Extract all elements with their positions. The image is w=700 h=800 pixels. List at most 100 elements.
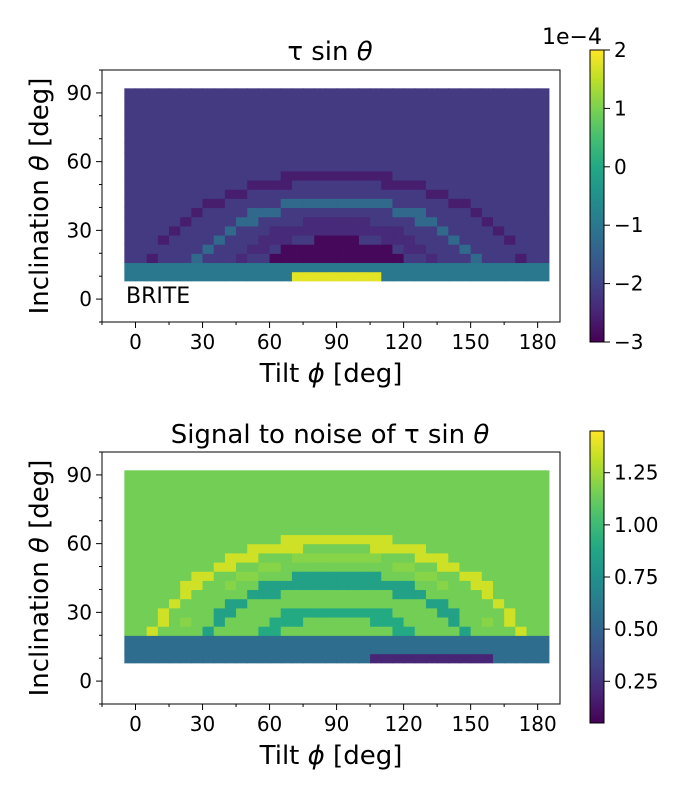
heatmap-cell	[191, 598, 204, 609]
heatmap-cell	[303, 198, 315, 209]
heatmap-cell	[526, 161, 539, 172]
heatmap-cell	[336, 198, 349, 209]
heatmap-cell	[370, 170, 382, 181]
heatmap-cell	[258, 115, 271, 126]
heatmap-cell	[325, 571, 338, 581]
heatmap-cell	[358, 580, 371, 591]
heatmap-cell	[325, 607, 338, 618]
heatmap-cell	[470, 115, 483, 126]
heatmap-cell	[481, 106, 494, 117]
heatmap-cell	[303, 470, 315, 481]
heatmap-cell	[202, 170, 215, 181]
heatmap-cell	[459, 497, 472, 508]
heatmap-cell	[146, 525, 159, 536]
heatmap-cell	[202, 106, 215, 117]
heatmap-cell	[224, 534, 237, 545]
heatmap-cell	[336, 189, 349, 199]
heatmap-cell	[247, 225, 259, 236]
heatmap-cell	[347, 626, 360, 636]
heatmap-cell	[403, 216, 416, 227]
heatmap-cell	[180, 124, 192, 135]
heatmap-cell	[459, 216, 472, 227]
heatmap-cell	[325, 561, 338, 572]
heatmap-cell	[347, 589, 360, 600]
heatmap-cell	[347, 216, 360, 227]
heatmap-cell	[425, 189, 438, 199]
heatmap-cell	[537, 525, 550, 536]
heatmap-cell	[336, 106, 349, 117]
heatmap-cell	[325, 497, 338, 508]
heatmap-cell	[347, 179, 360, 190]
heatmap-cell	[515, 152, 528, 163]
heatmap-cell	[247, 134, 259, 144]
heatmap-cell	[247, 571, 259, 581]
heatmap-cell	[414, 198, 427, 209]
heatmap-cell	[504, 635, 516, 646]
heatmap-cell	[258, 607, 271, 618]
heatmap-cell	[213, 589, 226, 600]
heatmap-cell	[247, 143, 259, 154]
panel2-x-ticks: 0 30 60 90 120 150 180	[101, 704, 557, 736]
heatmap-cell	[258, 644, 271, 655]
heatmap-cell	[157, 124, 170, 135]
heatmap-cell	[425, 170, 438, 181]
heatmap-cell	[370, 589, 382, 600]
heatmap-cell	[526, 170, 539, 181]
heatmap-cell	[437, 616, 449, 627]
heatmap-cell	[213, 635, 226, 646]
heatmap-cell	[370, 134, 382, 144]
heatmap-cell	[135, 106, 148, 117]
heatmap-cell	[325, 88, 338, 99]
heatmap-cell	[236, 607, 248, 618]
heatmap-cell	[414, 97, 427, 108]
heatmap-cell	[448, 216, 461, 227]
heatmap-cell	[124, 470, 137, 481]
heatmap-cell	[135, 616, 148, 627]
heatmap-cell	[425, 234, 438, 245]
heatmap-cell	[280, 488, 293, 499]
heatmap-cell	[325, 262, 338, 273]
heatmap-cell	[414, 470, 427, 481]
heatmap-cell	[269, 506, 282, 517]
heatmap-cell	[504, 543, 516, 554]
heatmap-cell	[481, 244, 494, 254]
heatmap-cell	[124, 635, 137, 646]
heatmap-cell	[403, 262, 416, 273]
heatmap-cell	[157, 598, 170, 609]
heatmap-cell	[414, 516, 427, 526]
heatmap-cell	[303, 525, 315, 536]
heatmap-cell	[437, 488, 449, 499]
heatmap-cell	[370, 653, 382, 664]
heatmap-cell	[236, 253, 248, 264]
heatmap-cell	[269, 516, 282, 526]
heatmap-cell	[236, 506, 248, 517]
heatmap-cell	[414, 262, 427, 273]
heatmap-cell	[392, 207, 405, 218]
heatmap-cell	[224, 488, 237, 499]
heatmap-cell	[169, 479, 181, 490]
heatmap-cell	[526, 216, 539, 227]
heatmap-cell	[470, 598, 483, 609]
heatmap-cell	[414, 143, 427, 154]
heatmap-cell	[459, 598, 472, 609]
heatmap-cell	[504, 497, 516, 508]
heatmap-cell	[470, 470, 483, 481]
heatmap-cell	[392, 479, 405, 490]
heatmap-cell	[247, 534, 259, 545]
heatmap-cell	[425, 635, 438, 646]
heatmap-cell	[213, 88, 226, 99]
heatmap-cell	[470, 189, 483, 199]
heatmap-cell	[347, 616, 360, 627]
heatmap-cell	[403, 626, 416, 636]
heatmap-cell	[403, 580, 416, 591]
heatmap-cell	[392, 653, 405, 664]
heatmap-cell	[515, 506, 528, 517]
heatmap-cell	[213, 644, 226, 655]
heatmap-cell	[325, 470, 338, 481]
heatmap-cell	[269, 253, 282, 264]
heatmap-cell	[135, 589, 148, 600]
heatmap-cell	[169, 234, 181, 245]
heatmap-cell	[157, 225, 170, 236]
heatmap-cell	[213, 561, 226, 572]
